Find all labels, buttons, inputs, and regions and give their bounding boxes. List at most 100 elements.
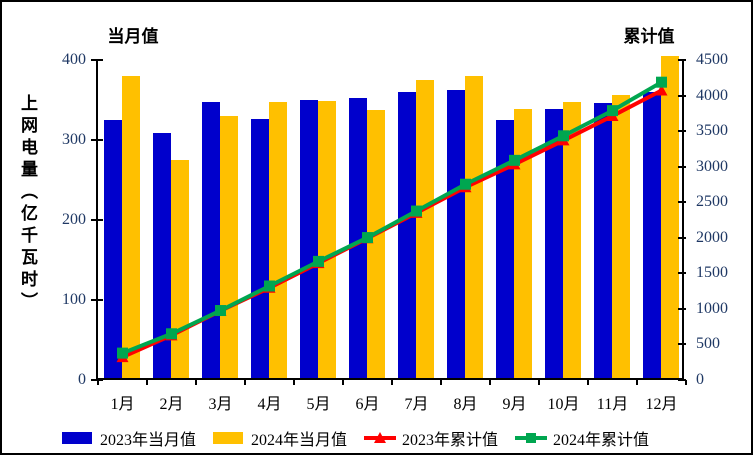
bar-2024-m12 xyxy=(660,56,679,378)
left-axis-tick xyxy=(91,219,103,221)
bar-2024-m8 xyxy=(464,76,483,378)
marker-square-m6 xyxy=(362,232,373,244)
right-axis-tick-label: 1000 xyxy=(696,299,728,317)
right-axis-title: 累计值 xyxy=(623,27,675,46)
chart-legend: 2023年当月值 2024年当月值 2023年累计值 2024年累计值 xyxy=(62,426,649,450)
bar-2023-m2 xyxy=(152,133,171,378)
x-axis-label-m1: 1月 xyxy=(110,396,135,413)
x-axis-label-m5: 5月 xyxy=(306,396,331,413)
left-axis-tick-label: 300 xyxy=(62,131,86,148)
x-axis-label-m10: 10月 xyxy=(547,396,580,413)
bar-2023-m12 xyxy=(642,91,661,378)
legend-item-2024年当月值: 2024年当月值 xyxy=(213,426,347,450)
left-axis-tick xyxy=(91,299,103,301)
right-axis-tick-label: 500 xyxy=(696,335,720,353)
marker-square-m9 xyxy=(509,154,520,166)
bar-2023-m10 xyxy=(544,109,563,378)
marker-square-m2 xyxy=(166,328,177,340)
bar-2023-m7 xyxy=(397,92,416,378)
bar-2024-m10 xyxy=(562,102,581,378)
marker-square-m5 xyxy=(313,255,324,267)
x-axis-tick xyxy=(244,380,246,385)
marker-square-m1 xyxy=(117,347,128,359)
bar-2024-m4 xyxy=(268,102,287,378)
left-axis-tick-label: 200 xyxy=(62,211,86,228)
legend-label: 2024年当月值 xyxy=(251,432,348,449)
x-axis-label-m9: 9月 xyxy=(502,396,527,413)
x-axis-label-m11: 11月 xyxy=(596,396,629,413)
bar-2024-m2 xyxy=(170,160,189,378)
x-axis-tick xyxy=(587,380,589,385)
legend-bar-swatch xyxy=(62,432,92,444)
right-axis-tick xyxy=(678,272,686,275)
y-axis-label: 上网电量（亿千瓦时） xyxy=(18,94,37,314)
left-axis-tick-label: 0 xyxy=(78,371,86,388)
bar-2023-m6 xyxy=(348,98,367,378)
legend-swatch-line xyxy=(515,431,548,445)
right-axis-tick xyxy=(678,94,686,97)
right-axis-tick xyxy=(678,59,686,61)
bar-2023-m11 xyxy=(593,102,612,378)
x-axis-tick xyxy=(636,380,638,385)
legend-triangle-marker-icon xyxy=(374,432,387,443)
marker-square-m12 xyxy=(656,76,667,88)
bar-2024-m7 xyxy=(415,79,434,378)
bar-2023-m8 xyxy=(446,90,465,378)
right-axis-tick xyxy=(678,307,686,310)
cumulative-lines-layer xyxy=(116,76,668,363)
right-axis-tick xyxy=(678,236,686,239)
x-axis-label-m6: 6月 xyxy=(355,396,380,413)
x-axis-label-m4: 4月 xyxy=(257,396,282,413)
right-axis-tick-label: 3000 xyxy=(696,157,728,175)
line-2024年累计值 xyxy=(121,80,663,355)
bar-2024-m5 xyxy=(317,101,336,378)
right-axis-tick xyxy=(678,379,686,381)
right-axis-tick-label: 2000 xyxy=(696,228,728,246)
bar-2023-m4 xyxy=(250,118,269,378)
x-axis-tick xyxy=(146,380,148,385)
x-axis-tick xyxy=(195,380,197,385)
right-axis-tick-label: 1500 xyxy=(696,264,728,282)
legend-swatch-bar xyxy=(213,431,245,445)
legend-square-marker-icon xyxy=(526,433,537,443)
legend-item-2023年当月值: 2023年当月值 xyxy=(62,426,196,450)
marker-square-m8 xyxy=(460,178,471,190)
right-axis-tick-label: 2500 xyxy=(696,193,728,211)
legend-label: 2023年当月值 xyxy=(100,432,197,449)
marker-square-m3 xyxy=(215,305,226,317)
x-axis-tick xyxy=(685,380,687,385)
right-axis-tick xyxy=(678,165,686,168)
bar-2024-m6 xyxy=(366,110,385,378)
left-axis-title: 当月值 xyxy=(107,27,159,46)
legend-bar-swatch xyxy=(213,432,244,444)
x-axis-label-m7: 7月 xyxy=(404,396,429,413)
right-axis-tick-label: 4500 xyxy=(696,51,728,68)
x-axis-label-m2: 2月 xyxy=(159,396,184,413)
x-axis-tick xyxy=(293,380,295,385)
x-axis-tick xyxy=(97,380,99,385)
right-axis-tick xyxy=(678,130,686,133)
marker-triangle-m12 xyxy=(655,84,668,96)
right-axis-tick xyxy=(678,343,686,346)
x-axis-tick xyxy=(440,380,442,385)
marker-square-m4 xyxy=(264,280,275,292)
marker-square-m10 xyxy=(558,130,569,142)
marker-square-m11 xyxy=(607,105,618,117)
right-axis-tick-label: 4000 xyxy=(696,86,728,104)
legend-label: 2023年累计值 xyxy=(402,432,499,449)
right-axis-tick xyxy=(678,201,686,204)
plot-area: 0 100 200 300 400 0 500 1000 1500 2000 2500 3000 350… xyxy=(62,51,728,413)
right-axis-tick-label: 3500 xyxy=(696,122,728,140)
legend-swatch-line xyxy=(364,431,397,445)
legend-item-2023年累计值: 2023年累计值 xyxy=(364,426,498,450)
right-axis-tick-label: 0 xyxy=(696,371,704,388)
bar-2024-m1 xyxy=(121,75,140,378)
bar-2024-m9 xyxy=(513,109,532,378)
marker-square-m7 xyxy=(411,205,422,217)
legend-label: 2024年累计值 xyxy=(553,432,650,449)
left-axis-tick xyxy=(91,139,103,141)
left-axis-tick-label: 400 xyxy=(62,51,86,68)
left-axis-tick-label: 100 xyxy=(62,291,86,308)
legend-swatch-bar xyxy=(62,431,94,445)
